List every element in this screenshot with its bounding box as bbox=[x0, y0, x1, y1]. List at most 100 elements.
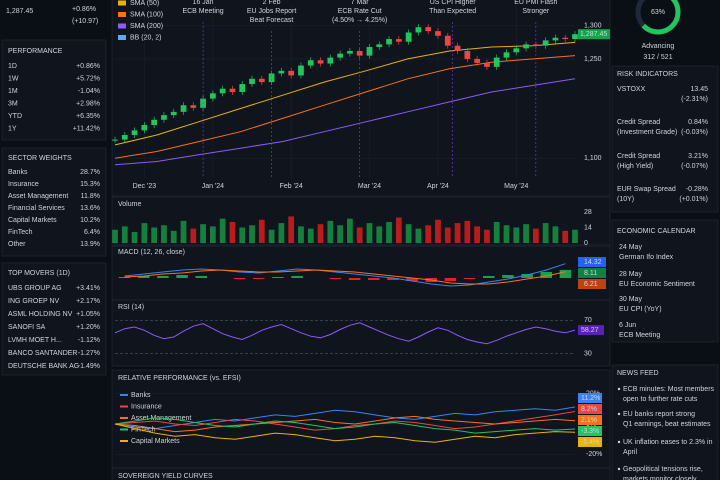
sma-line bbox=[114, 78, 576, 166]
volume-bar bbox=[288, 216, 295, 243]
volume-bar bbox=[376, 226, 383, 243]
volume-bar bbox=[542, 223, 549, 243]
annotation: US CPI Higher bbox=[430, 0, 477, 6]
volume-bar bbox=[170, 230, 177, 243]
macd-last: 14.32 bbox=[584, 259, 602, 266]
perf-label: 1M bbox=[8, 88, 18, 95]
candle bbox=[170, 111, 177, 116]
mover-change: +3.41% bbox=[76, 285, 100, 292]
risk-name: EUR Swap Spread bbox=[617, 186, 676, 193]
bullet bbox=[617, 467, 621, 471]
annotation: 16 Jan bbox=[193, 0, 214, 6]
sector-name: Capital Markets bbox=[8, 217, 57, 224]
candle bbox=[474, 58, 481, 63]
macd-hist bbox=[502, 275, 514, 278]
volume-bar bbox=[278, 223, 285, 243]
annotation: (4.50% → 4.25%) bbox=[332, 17, 387, 24]
macd-hist bbox=[540, 272, 552, 278]
volume-bar bbox=[474, 226, 481, 243]
macd-hist bbox=[291, 276, 303, 278]
annotation: 7 Mar bbox=[351, 0, 370, 6]
value-badge bbox=[578, 268, 606, 278]
event-date: 6 Jun bbox=[619, 322, 636, 329]
volume-bar bbox=[405, 224, 412, 243]
candle bbox=[513, 48, 520, 53]
macd-hist bbox=[272, 277, 284, 278]
macd-hist bbox=[444, 278, 457, 281]
mover-name: BANCO SANTANDER bbox=[8, 350, 78, 357]
panel-title: SOVEREIGN YIELD CURVES bbox=[118, 473, 213, 480]
legend-label: BB (20, 2) bbox=[130, 34, 162, 41]
news-line: open to further rate cuts bbox=[623, 396, 698, 403]
panel bbox=[1, 39, 107, 141]
risk-value: -0.28% bbox=[686, 186, 708, 193]
value-badge bbox=[578, 279, 606, 289]
y-tick-label: 0 bbox=[584, 240, 588, 247]
panel-title: SECTOR WEIGHTS bbox=[8, 155, 72, 162]
end-label: 8.2% bbox=[581, 406, 597, 413]
value-badge bbox=[578, 415, 602, 425]
candle bbox=[249, 78, 255, 85]
mover-name: ING GROEP NV bbox=[8, 298, 60, 305]
candle bbox=[542, 40, 549, 46]
volume-bar bbox=[200, 224, 206, 243]
volume-bar bbox=[464, 220, 471, 243]
sma-line bbox=[114, 41, 576, 146]
value-badge bbox=[578, 257, 606, 267]
volume-bar bbox=[435, 219, 441, 243]
perf-value: +6.35% bbox=[76, 113, 100, 120]
panel-title: TOP MOVERS (1D) bbox=[8, 270, 70, 277]
macd-hist bbox=[463, 278, 476, 279]
volume-bar bbox=[298, 226, 304, 243]
volume-bar bbox=[327, 220, 334, 243]
macd-hist bbox=[559, 269, 572, 278]
rel-line bbox=[114, 406, 576, 430]
volume-bar bbox=[347, 218, 353, 243]
legend-label: FinTech bbox=[131, 426, 156, 433]
volume-bar bbox=[141, 223, 148, 243]
sector-name: Financial Services bbox=[8, 205, 65, 212]
macd-hist bbox=[387, 278, 399, 280]
panel bbox=[611, 219, 719, 343]
panel-title: ECONOMIC CALENDAR bbox=[617, 228, 696, 235]
legend-swatch bbox=[118, 35, 126, 40]
candle bbox=[415, 27, 422, 33]
volume-bar bbox=[503, 225, 510, 243]
candle bbox=[229, 88, 236, 92]
perf-label: 1D bbox=[8, 63, 17, 70]
candle bbox=[503, 52, 510, 58]
annotation: EU Jobs Report bbox=[247, 8, 296, 15]
candle bbox=[425, 27, 432, 32]
candle bbox=[532, 44, 539, 46]
perf-value: +5.72% bbox=[76, 75, 100, 82]
panel bbox=[111, 299, 611, 367]
event-name: ECB Meeting bbox=[619, 332, 660, 339]
macd-hist bbox=[253, 278, 265, 279]
volume-bar bbox=[307, 228, 314, 243]
candle bbox=[435, 31, 441, 36]
volume-bar bbox=[415, 228, 422, 243]
candle bbox=[405, 32, 412, 42]
mover-name: SANOFI SA bbox=[8, 324, 46, 331]
candle bbox=[337, 53, 343, 58]
candle bbox=[454, 45, 461, 51]
perf-label: 1W bbox=[8, 75, 19, 82]
volume-bar bbox=[317, 224, 324, 243]
end-label: 11.2% bbox=[581, 395, 600, 402]
panel bbox=[111, 467, 611, 480]
panel bbox=[611, 364, 719, 480]
perf-label: 1Y bbox=[8, 125, 17, 132]
y-tick-label: 1,250 bbox=[584, 56, 602, 63]
ticker-change: +0.86% bbox=[72, 6, 96, 13]
ticker-price: 1,287.45 bbox=[6, 8, 33, 15]
gauge-arc bbox=[635, 0, 681, 35]
event-name: German Ifo Index bbox=[619, 254, 674, 261]
volume-bar bbox=[209, 226, 216, 243]
panel bbox=[611, 65, 719, 213]
volume-bar bbox=[258, 219, 265, 243]
volume-bar bbox=[161, 225, 167, 243]
candle bbox=[258, 78, 265, 83]
y-tick-label: 1,300 bbox=[584, 23, 602, 30]
sector-weight: 10.2% bbox=[80, 217, 100, 224]
risk-change: (-0.03%) bbox=[681, 129, 708, 136]
